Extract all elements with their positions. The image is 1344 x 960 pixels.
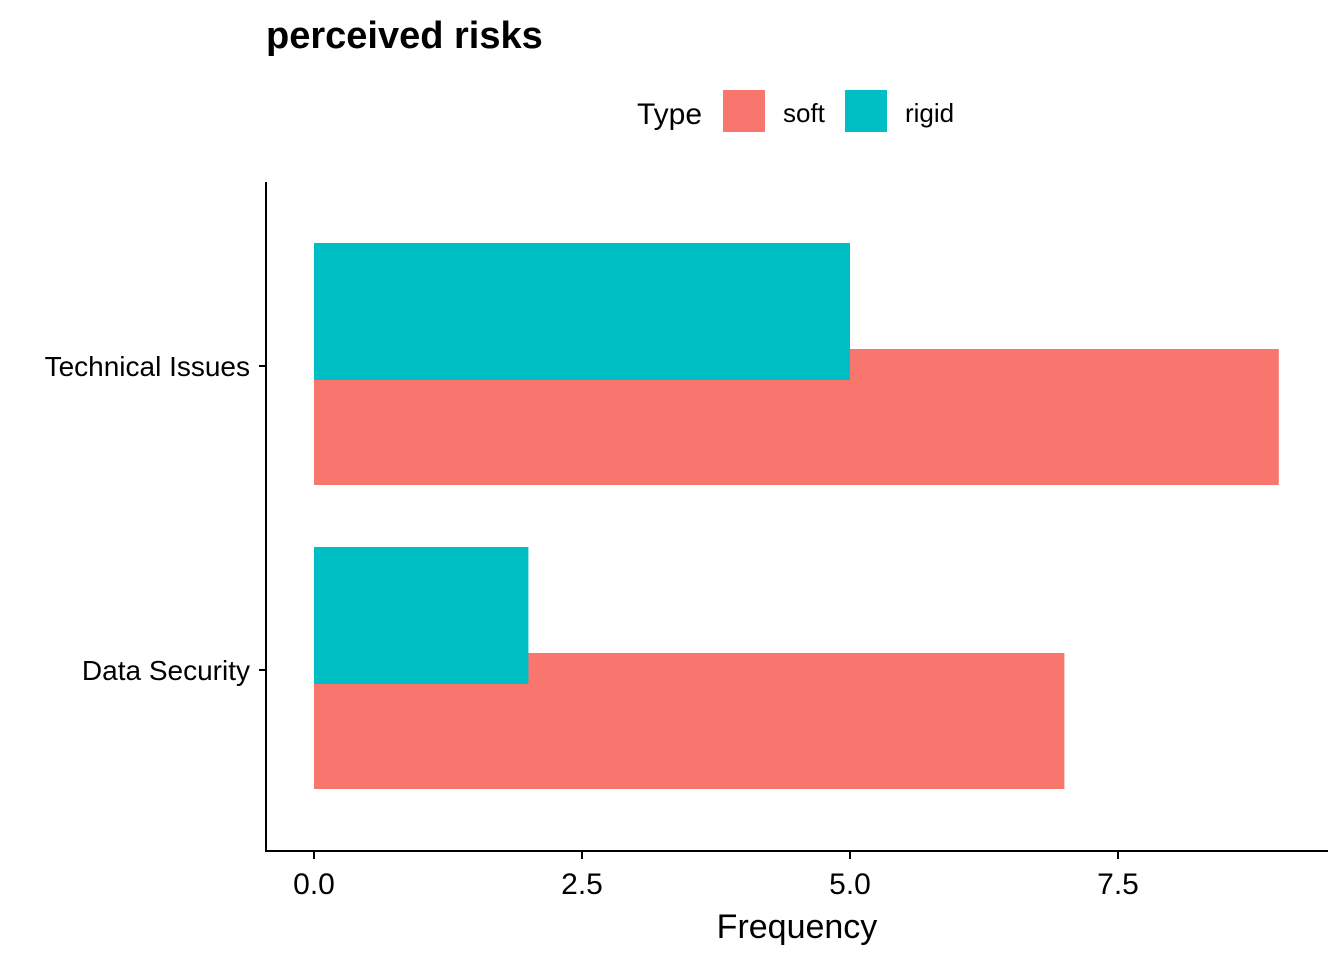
bars: [314, 243, 1279, 789]
chart-title: perceived risks: [266, 15, 543, 57]
x-tick-label: 2.5: [561, 868, 603, 901]
x-tick-label: 5.0: [829, 868, 871, 901]
x-axis-title: Frequency: [717, 908, 878, 946]
legend: Type soft rigid: [637, 90, 954, 132]
legend-title: Type: [637, 98, 702, 131]
legend-label-rigid: rigid: [905, 98, 954, 128]
x-axis: 0.0 2.5 5.0 7.5: [293, 852, 1139, 901]
legend-key-rigid: [845, 90, 887, 132]
x-tick-label: 0.0: [293, 868, 335, 901]
legend-key-soft: [723, 90, 765, 132]
y-tick-label: Data Security: [82, 655, 250, 686]
y-tick-label: Technical Issues: [45, 351, 250, 382]
y-axis: Data Security Technical Issues: [45, 351, 266, 686]
bar-rigid-technical-issues: [314, 243, 850, 380]
legend-label-soft: soft: [783, 98, 826, 128]
bar-rigid-data-security: [314, 547, 529, 684]
x-tick-label: 7.5: [1097, 868, 1139, 901]
